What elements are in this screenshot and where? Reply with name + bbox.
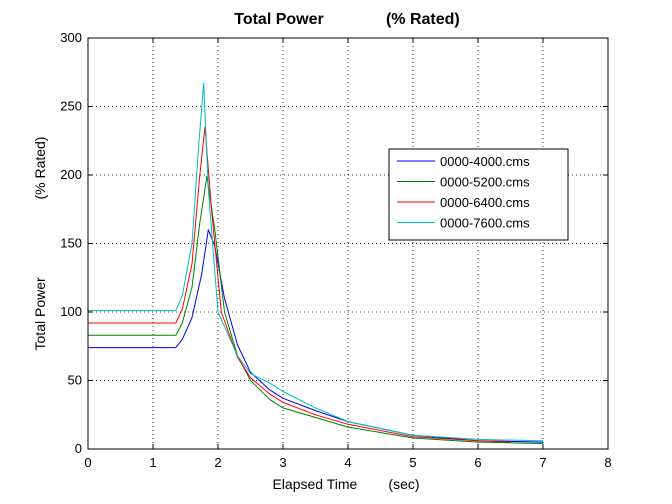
legend-label: 0000-7600.cms <box>440 216 530 231</box>
legend-box <box>388 148 569 241</box>
legend-label: 0000-5200.cms <box>440 175 530 190</box>
x-tick-label: 2 <box>214 455 221 470</box>
x-tick-label: 6 <box>474 455 481 470</box>
x-tick-label: 1 <box>149 455 156 470</box>
y-tick-label: 0 <box>75 441 82 456</box>
legend-label: 0000-6400.cms <box>440 195 530 210</box>
y-tick-label: 300 <box>60 30 82 45</box>
legend: 0000-4000.cms 0000-5200.cms 0000-6400.cms 0… <box>388 148 569 241</box>
legend-label: 0000-4000.cms <box>440 154 530 169</box>
series-line-3 <box>88 126 511 443</box>
series-line-4 <box>88 82 544 442</box>
x-tick-label: 4 <box>344 455 351 470</box>
axis-ticks: 0 1 2 3 4 5 6 7 8 0 50 100 150 200 250 300 <box>60 30 611 470</box>
x-axis-label: Elapsed Time (sec) <box>272 476 419 492</box>
series-layer <box>88 82 544 444</box>
y-tick-label: 200 <box>60 167 82 182</box>
x-tick-label: 8 <box>604 455 611 470</box>
y-tick-label: 100 <box>60 304 82 319</box>
grid-lines <box>88 38 608 449</box>
x-tick-label: 0 <box>84 455 91 470</box>
y-axis-label: Total Power (% Rated) <box>32 137 48 351</box>
y-tick-label: 150 <box>60 236 82 251</box>
y-tick-label: 50 <box>68 373 82 388</box>
x-tick-label: 7 <box>539 455 546 470</box>
chart-title: Total Power (% Rated) <box>234 11 460 28</box>
y-tick-label: 250 <box>60 99 82 114</box>
x-tick-label: 5 <box>409 455 416 470</box>
x-tick-label: 3 <box>279 455 286 470</box>
